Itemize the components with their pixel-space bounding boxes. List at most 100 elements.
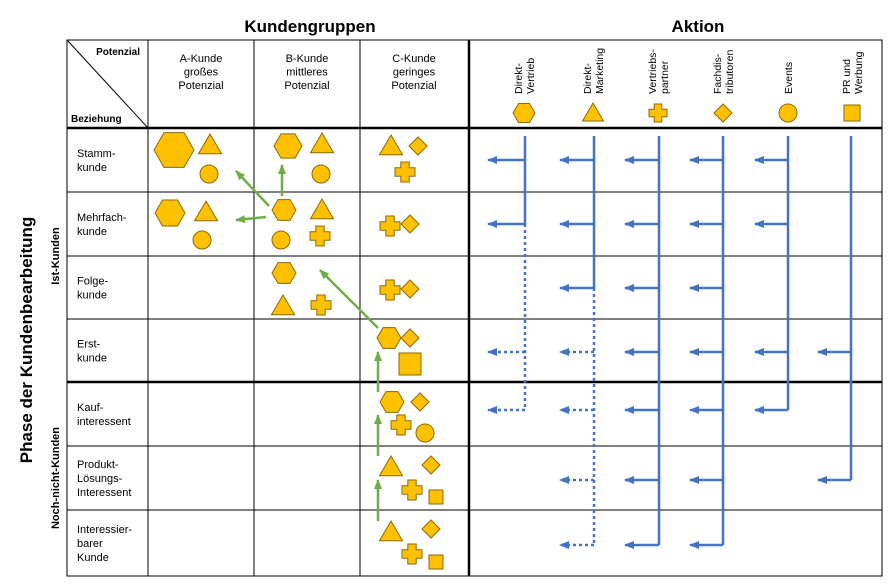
circle-icon bbox=[199, 164, 219, 184]
diamond-icon bbox=[713, 103, 733, 123]
action-header-line: Direkt- bbox=[582, 63, 594, 94]
phase-label-3: Folge-kunde bbox=[77, 276, 109, 302]
triangle-icon bbox=[378, 455, 404, 477]
phase-label-line: interessent bbox=[77, 416, 131, 428]
triangle-icon bbox=[270, 294, 296, 316]
cross-icon bbox=[648, 103, 668, 123]
square-icon bbox=[428, 489, 444, 505]
hexagon-icon bbox=[271, 199, 297, 221]
triangle-icon bbox=[581, 102, 605, 122]
action-header-6: PR und Werbung bbox=[841, 51, 865, 122]
title-kundengruppen: Kundengruppen bbox=[244, 17, 375, 36]
square-icon bbox=[428, 554, 444, 570]
action-header-line: PR und bbox=[841, 59, 853, 94]
corner-label-potenzial: Potenzial bbox=[96, 47, 140, 58]
phase-label-line: barer bbox=[77, 538, 103, 550]
group-header-line: mittleres bbox=[286, 67, 328, 79]
phase-label-line: Stamm- bbox=[77, 148, 116, 160]
phase-label-5: Kauf-interessent bbox=[77, 402, 131, 428]
cross-icon bbox=[401, 543, 423, 565]
progression-arrow bbox=[235, 170, 270, 207]
phase-label-line: kunde bbox=[77, 353, 107, 365]
diamond-icon bbox=[400, 214, 420, 234]
hexagon-icon bbox=[271, 262, 297, 284]
action-header-line: partner bbox=[659, 60, 671, 94]
corner-label-beziehung: Beziehung bbox=[71, 114, 122, 125]
phase-label-line: Mehrfach- bbox=[77, 212, 127, 224]
cross-icon bbox=[390, 414, 412, 436]
action-header-2: Direkt- Marketing bbox=[581, 48, 606, 122]
group-header-line: Potenzial bbox=[178, 80, 223, 92]
group-header-line: C-Kunde bbox=[392, 53, 435, 65]
square-icon bbox=[398, 352, 422, 376]
diamond-icon bbox=[421, 455, 441, 475]
cross-icon bbox=[394, 161, 416, 183]
hexagon-icon bbox=[379, 391, 405, 413]
action-header-line: Fachdis- bbox=[712, 53, 724, 94]
circle-icon bbox=[311, 164, 331, 184]
diamond-icon bbox=[408, 136, 428, 156]
hexagon-icon bbox=[153, 132, 195, 168]
group-header-line: großes bbox=[184, 67, 219, 79]
action-header-3: Vertriebs-partner bbox=[647, 49, 671, 123]
group-header-line: Potenzial bbox=[391, 80, 436, 92]
action-header-line: Marketing bbox=[594, 48, 606, 94]
cross-icon bbox=[379, 279, 401, 301]
triangle-icon bbox=[378, 520, 404, 542]
diamond-icon bbox=[400, 328, 420, 348]
group-header-line: B-Kunde bbox=[286, 53, 329, 65]
hexagon-icon bbox=[154, 199, 186, 227]
square-icon bbox=[843, 104, 861, 122]
circle-icon bbox=[415, 423, 435, 443]
group-header-line: geringes bbox=[393, 67, 436, 79]
diamond-icon bbox=[421, 519, 441, 539]
phase-label-line: Interessent bbox=[77, 487, 131, 499]
vertical-label-phase: Phase der Kundenbearbeitung bbox=[17, 217, 36, 464]
cross-icon bbox=[401, 479, 423, 501]
cross-icon bbox=[310, 294, 332, 316]
group-header-line: A-Kunde bbox=[180, 53, 223, 65]
triangle-icon bbox=[193, 200, 219, 222]
diamond-icon bbox=[410, 392, 430, 412]
action-header-line: Direkt- bbox=[513, 63, 525, 94]
phase-label-line: Erst- bbox=[77, 339, 101, 351]
diamond-icon bbox=[400, 279, 420, 299]
action-header-4: Fachdis-tributoren bbox=[712, 49, 736, 123]
phase-label-line: Produkt- bbox=[77, 459, 119, 471]
circle-icon bbox=[192, 230, 212, 250]
triangle-icon bbox=[309, 132, 335, 154]
triangle-icon bbox=[197, 133, 223, 155]
phase-label-line: kunde bbox=[77, 226, 107, 238]
cross-icon bbox=[309, 225, 331, 247]
action-header-line: tributoren bbox=[724, 49, 736, 94]
vertical-label-noch: Noch-nicht-Kunden bbox=[50, 427, 62, 529]
hexagon-icon bbox=[376, 327, 402, 349]
phase-label-1: Stamm-kunde bbox=[77, 148, 116, 174]
phase-label-line: Kunde bbox=[77, 552, 109, 564]
phase-label-line: kunde bbox=[77, 290, 107, 302]
grid bbox=[66, 39, 883, 577]
vertical-label-ist: Ist-Kunden bbox=[50, 227, 62, 285]
phase-label-line: kunde bbox=[77, 162, 107, 174]
group-header-line: Potenzial bbox=[284, 80, 329, 92]
phase-label-4: Erst-kunde bbox=[77, 339, 107, 365]
hexagon-icon bbox=[273, 133, 303, 159]
phase-label-7: Interessier-barer Kunde bbox=[77, 524, 132, 564]
action-header-line: Vertrieb bbox=[525, 58, 537, 94]
triangle-icon bbox=[309, 198, 335, 220]
phase-label-line: Folge- bbox=[77, 276, 109, 288]
progression-arrow bbox=[319, 269, 379, 329]
progression-arrow bbox=[235, 215, 267, 224]
phase-label-line: Interessier- bbox=[77, 524, 132, 536]
phase-label-2: Mehrfach-kunde bbox=[77, 212, 127, 238]
phase-label-6: Produkt- Lösungs- Interessent bbox=[77, 459, 131, 499]
cross-icon bbox=[379, 215, 401, 237]
action-header-5: Events bbox=[778, 62, 798, 123]
phase-label-line: Kauf- bbox=[77, 402, 104, 414]
action-header-line: Werbung bbox=[853, 51, 865, 94]
action-header-line: Events bbox=[783, 62, 795, 94]
